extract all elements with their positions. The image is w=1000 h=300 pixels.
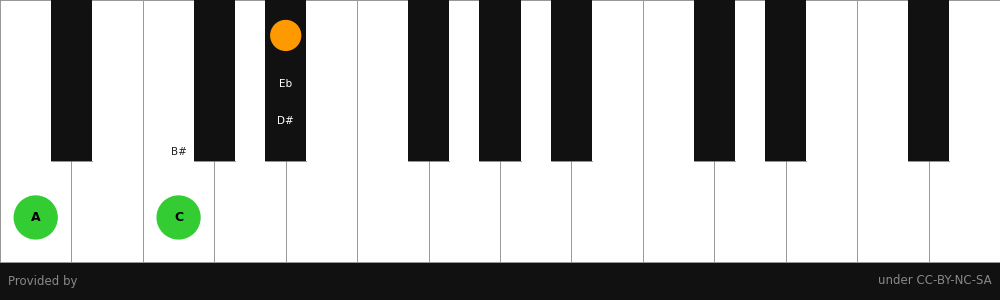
Text: C: C: [174, 211, 183, 224]
Text: A: A: [31, 211, 41, 224]
Bar: [643, 0, 714, 262]
Bar: [694, 0, 735, 161]
Bar: [479, 0, 521, 161]
Bar: [194, 0, 235, 161]
Bar: [571, 0, 643, 262]
Bar: [857, 0, 929, 262]
Bar: [929, 0, 1000, 262]
Circle shape: [14, 196, 57, 239]
Bar: [429, 0, 500, 262]
Bar: [908, 0, 949, 161]
Text: Eb: Eb: [279, 79, 292, 89]
Circle shape: [271, 20, 301, 50]
Bar: [286, 0, 357, 262]
Bar: [551, 0, 592, 161]
Bar: [357, 0, 429, 262]
Bar: [714, 0, 786, 262]
Text: D#: D#: [277, 116, 294, 126]
Bar: [71, 0, 143, 262]
Bar: [143, 0, 214, 262]
Bar: [408, 0, 449, 161]
Bar: [214, 0, 286, 262]
Bar: [51, 0, 92, 161]
Bar: [786, 0, 857, 262]
Bar: [0, 262, 1000, 300]
Bar: [265, 0, 306, 161]
Text: under CC-BY-NC-SA: under CC-BY-NC-SA: [878, 274, 992, 287]
Text: B#: B#: [171, 147, 187, 157]
Bar: [0, 0, 71, 262]
Bar: [765, 0, 806, 161]
Text: Provided by: Provided by: [8, 274, 78, 287]
Bar: [500, 0, 571, 262]
Circle shape: [157, 196, 200, 239]
